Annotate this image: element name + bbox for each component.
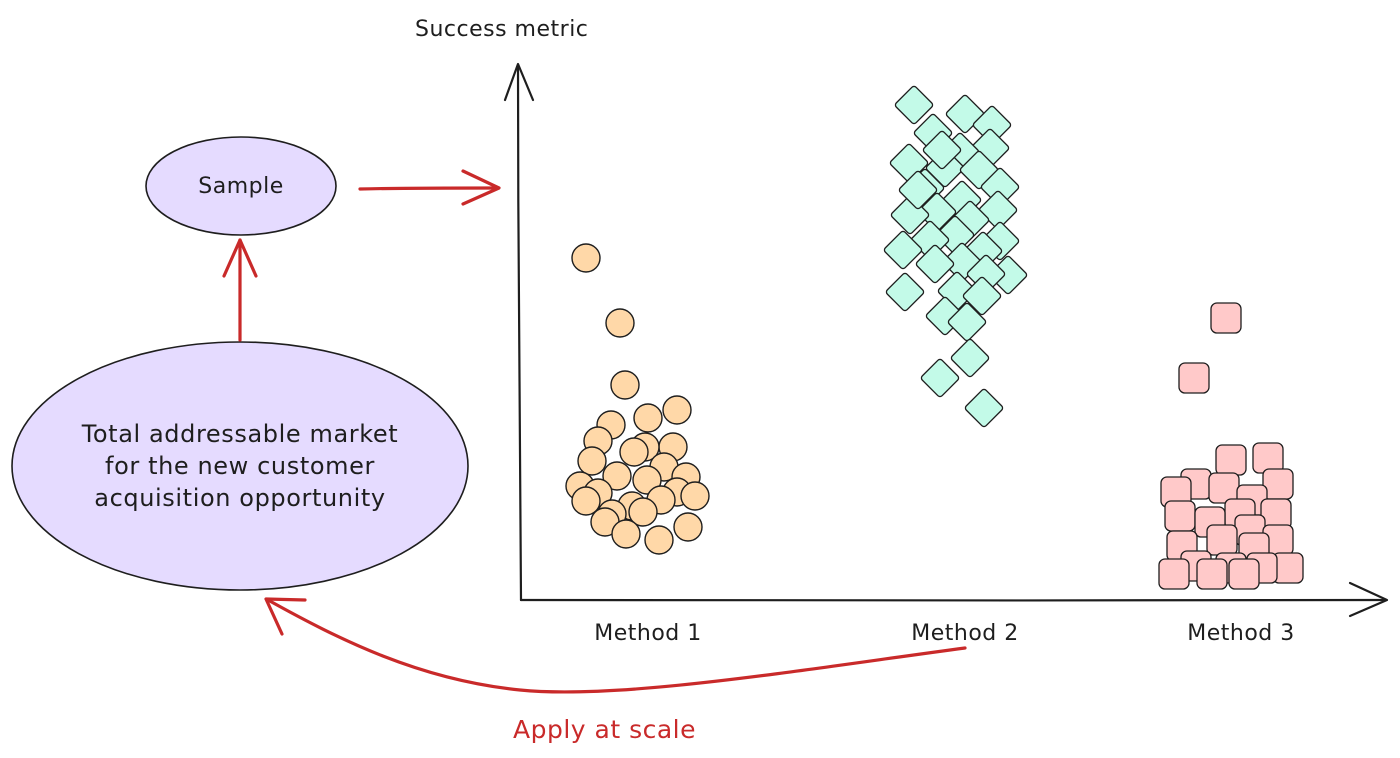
- y-axis-line: [516, 64, 523, 602]
- method-1-label: Method 1: [594, 621, 702, 646]
- method-1-marker: [673, 512, 703, 542]
- tam-to-sample-arrowhead: [222, 238, 258, 278]
- method-1-points: [565, 243, 710, 555]
- tam-node: Total addressable market for the new cus…: [11, 341, 469, 591]
- method-1-marker: [633, 403, 663, 433]
- method-2-marker: [885, 272, 925, 312]
- method-1-marker: [571, 486, 601, 516]
- apply-at-scale-arrowhead: [264, 597, 307, 636]
- method-1-marker: [628, 497, 658, 527]
- method-2-marker: [917, 192, 957, 232]
- method-2-marker: [915, 244, 955, 284]
- method-2-points: [883, 85, 1028, 428]
- method-2-marker: [894, 85, 934, 125]
- method-1-marker: [619, 437, 649, 467]
- method-2-marker: [950, 338, 990, 378]
- method-2-marker: [972, 105, 1012, 145]
- method-3-label: Method 3: [1187, 621, 1295, 646]
- chart-axes: [503, 62, 1389, 618]
- method-1-marker: [644, 525, 674, 555]
- method-2-label: Method 2: [911, 621, 1019, 646]
- sample-node: Sample: [145, 136, 337, 236]
- method-1-marker: [605, 308, 635, 338]
- x-axis-arrowhead: [1348, 581, 1389, 618]
- method-2-marker: [947, 302, 987, 342]
- method-2-marker: [883, 230, 923, 270]
- method-3-marker: [1178, 362, 1210, 394]
- method-3-points: [1158, 302, 1304, 590]
- method-3-marker: [1228, 558, 1260, 590]
- sample-to-chart-arrowhead: [461, 169, 501, 206]
- method-1-marker: [680, 481, 710, 511]
- method-1-marker: [662, 395, 692, 425]
- apply-at-scale-arrow: [266, 598, 967, 694]
- method-1-marker: [577, 446, 607, 476]
- method-1-marker: [602, 461, 632, 491]
- tam-label-line-3: acquisition opportunity: [94, 484, 385, 512]
- tam-label-line-1: Total addressable market: [81, 420, 399, 448]
- method-1-marker: [571, 243, 601, 273]
- apply-at-scale-label: Apply at scale: [513, 715, 696, 744]
- method-3-marker: [1196, 558, 1228, 590]
- method-2-marker: [988, 255, 1028, 295]
- sample-label: Sample: [198, 174, 284, 199]
- method-3-marker: [1215, 444, 1247, 476]
- method-3-marker: [1206, 524, 1238, 556]
- y-axis-arrowhead: [503, 62, 535, 102]
- sample-ellipse: [145, 136, 337, 236]
- method-1-marker: [610, 370, 640, 400]
- method-2-marker: [920, 358, 960, 398]
- y-axis-label: Success metric: [415, 17, 588, 42]
- method-2-marker: [962, 276, 1002, 316]
- method-3-marker: [1164, 500, 1196, 532]
- tam-ellipse: [11, 341, 469, 591]
- method-2-marker: [922, 130, 962, 170]
- red-arrows: [222, 169, 967, 694]
- method-1-marker: [611, 519, 641, 549]
- method-1-marker: [632, 465, 662, 495]
- method-2-marker: [980, 167, 1020, 207]
- method-3-marker: [1158, 558, 1190, 590]
- sample-to-chart-arrow: [358, 186, 499, 191]
- tam-label-line-2: for the new customer: [105, 452, 375, 480]
- method-2-marker: [964, 388, 1004, 428]
- method-3-marker: [1210, 302, 1242, 334]
- method-2-marker: [898, 170, 938, 210]
